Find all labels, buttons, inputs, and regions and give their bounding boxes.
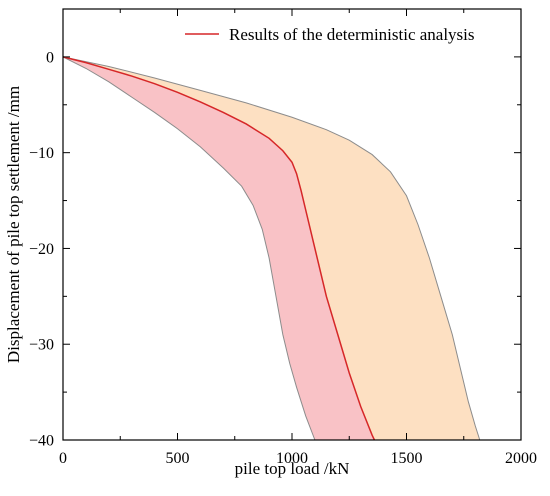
lower-band-area	[63, 56, 375, 440]
x-tick-label: 2000	[505, 450, 537, 467]
legend-label: Results of the deterministic analysis	[229, 25, 475, 44]
x-tick-label: 1500	[391, 450, 423, 467]
legend: Results of the deterministic analysis	[185, 25, 475, 44]
y-tick-label: −10	[29, 145, 54, 162]
x-axis-title: pile top load /kN	[235, 459, 350, 478]
y-tick-label: −20	[29, 241, 54, 258]
line-layer	[62, 56, 481, 441]
tick-layer: 0 500 1000 1500 2000 0 −10 −20 −30 −40	[29, 9, 537, 467]
y-tick-label: −30	[29, 337, 54, 354]
lower-bound-line	[62, 56, 316, 441]
deterministic-line	[62, 56, 376, 441]
upper-band-area	[63, 56, 480, 440]
band-layer	[63, 56, 480, 440]
y-tick-label: −40	[29, 433, 54, 450]
x-tick-label: 0	[59, 450, 67, 467]
x-tick-label: 1000	[276, 450, 308, 467]
x-tick-label: 500	[166, 450, 190, 467]
y-axis-title: Displacement of pile top settlement /mm	[4, 86, 23, 363]
upper-bound-line	[62, 56, 481, 441]
y-tick-label: 0	[46, 49, 54, 66]
